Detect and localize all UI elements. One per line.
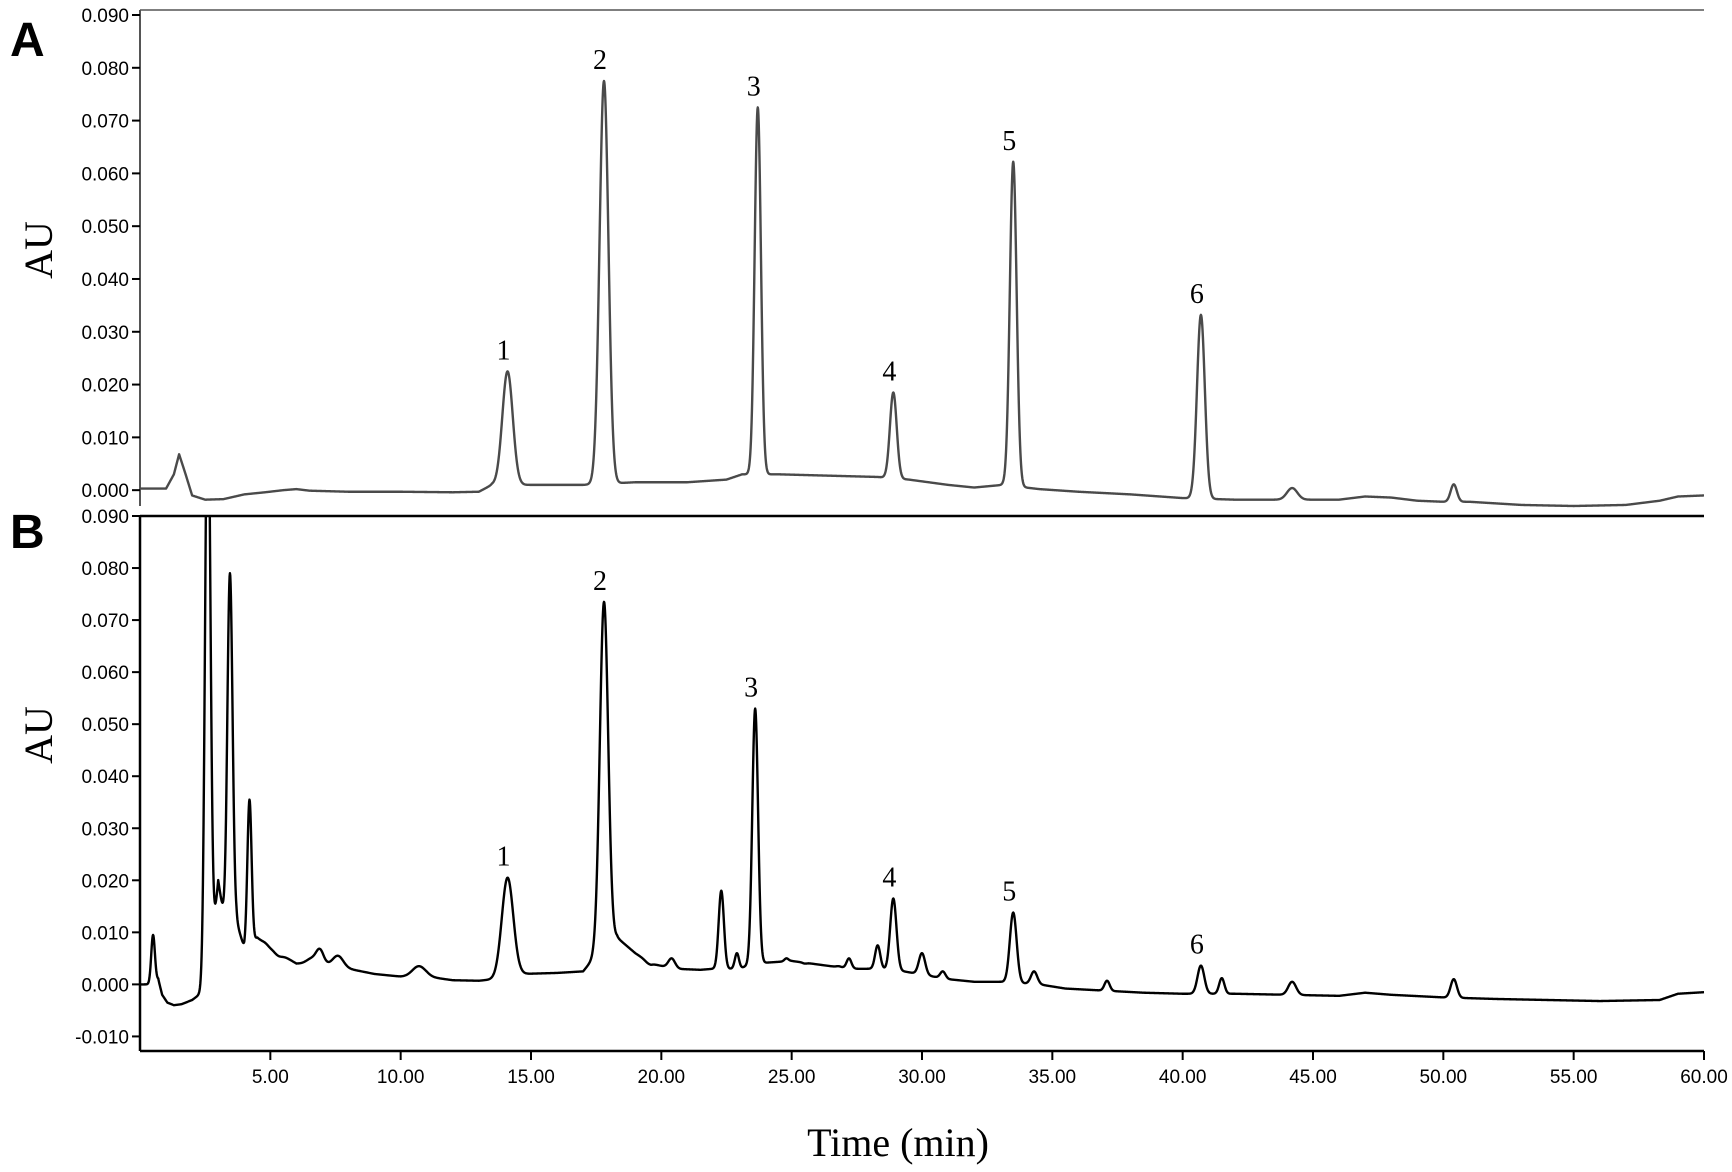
y-tick-label: 0.040 bbox=[81, 767, 129, 788]
x-tick-label: 15.00 bbox=[507, 1067, 555, 1088]
panel-b-y-axis-label: AU bbox=[16, 706, 61, 764]
x-tick-label: 60.00 bbox=[1680, 1067, 1728, 1088]
y-tick-label: 0.080 bbox=[81, 559, 129, 580]
peak-label-2: 2 bbox=[593, 45, 607, 76]
x-tick-label: 35.00 bbox=[1029, 1067, 1077, 1088]
x-tick-label: 5.00 bbox=[252, 1067, 289, 1088]
x-tick-label: 40.00 bbox=[1159, 1067, 1207, 1088]
y-tick-label: 0.020 bbox=[81, 871, 129, 892]
peak-label-5: 5 bbox=[1002, 877, 1016, 908]
y-tick-label: -0.010 bbox=[75, 1027, 129, 1048]
peak-label-3: 3 bbox=[744, 673, 758, 704]
y-tick-label: 0.050 bbox=[81, 217, 129, 238]
x-tick-label: 55.00 bbox=[1550, 1067, 1598, 1088]
peak-label-1: 1 bbox=[497, 842, 511, 873]
y-tick-label: 0.090 bbox=[81, 507, 129, 528]
panel-b-peak-labels: 1 2 3 4 5 6 bbox=[497, 566, 1204, 961]
peak-label-5: 5 bbox=[1002, 126, 1016, 157]
y-tick-label: 0.030 bbox=[81, 323, 129, 344]
panel-a: A AU 0.000 0.010 0.020 0.030 0.040 0.050 0.060… bbox=[10, 6, 1705, 508]
y-tick-label: 0.010 bbox=[81, 923, 129, 944]
peak-label-2: 2 bbox=[593, 566, 607, 597]
panel-a-letter: A bbox=[10, 14, 45, 67]
y-tick-label: 0.000 bbox=[81, 975, 129, 996]
y-tick-label: 0.070 bbox=[81, 112, 129, 133]
x-tick-label: 10.00 bbox=[377, 1067, 425, 1088]
panel-a-peak-labels: 1 2 3 4 5 6 bbox=[497, 45, 1204, 387]
y-tick-label: 0.090 bbox=[81, 6, 129, 27]
x-tick-label: 50.00 bbox=[1420, 1067, 1468, 1088]
panel-b-letter: B bbox=[10, 506, 45, 559]
panel-a-trace bbox=[139, 79, 1705, 508]
y-tick-label: 0.040 bbox=[81, 270, 129, 291]
y-tick-label: 0.070 bbox=[81, 611, 129, 632]
y-tick-label: 0.080 bbox=[81, 59, 129, 80]
panel-a-y-ticks: 0.000 0.010 0.020 0.030 0.040 0.050 0.060 0.070… bbox=[81, 6, 140, 502]
y-tick-label: 0.000 bbox=[81, 481, 129, 502]
panel-a-y-axis-label: AU bbox=[16, 221, 61, 279]
y-tick-label: 0.050 bbox=[81, 715, 129, 736]
peak-label-6: 6 bbox=[1190, 930, 1204, 961]
panel-b-y-ticks: -0.010 0.000 0.010 0.020 0.030 0.040 0.050 0.06… bbox=[75, 507, 140, 1048]
peak-label-3: 3 bbox=[747, 71, 761, 102]
y-tick-label: 0.060 bbox=[81, 164, 129, 185]
peak-label-4: 4 bbox=[882, 863, 896, 894]
x-tick-label: 25.00 bbox=[768, 1067, 816, 1088]
y-tick-label: 0.020 bbox=[81, 376, 129, 397]
peak-label-1: 1 bbox=[497, 335, 511, 366]
x-axis-label: Time (min) bbox=[807, 1120, 989, 1165]
x-tick-label: 30.00 bbox=[898, 1067, 946, 1088]
x-tick-label: 45.00 bbox=[1289, 1067, 1337, 1088]
y-tick-label: 0.030 bbox=[81, 819, 129, 840]
panel-b: B AU -0.010 0.000 0.010 0.020 0.030 0.040 0.05… bbox=[10, 506, 1728, 1165]
peak-label-6: 6 bbox=[1190, 279, 1204, 310]
panel-b-x-ticks: 5.00 10.00 15.00 20.00 25.00 30.00 35.00 40.00 4… bbox=[252, 1051, 1728, 1088]
peak-label-4: 4 bbox=[882, 356, 896, 387]
panel-b-trace bbox=[140, 516, 1705, 1007]
x-tick-label: 20.00 bbox=[638, 1067, 686, 1088]
y-tick-label: 0.010 bbox=[81, 428, 129, 449]
y-tick-label: 0.060 bbox=[81, 663, 129, 684]
